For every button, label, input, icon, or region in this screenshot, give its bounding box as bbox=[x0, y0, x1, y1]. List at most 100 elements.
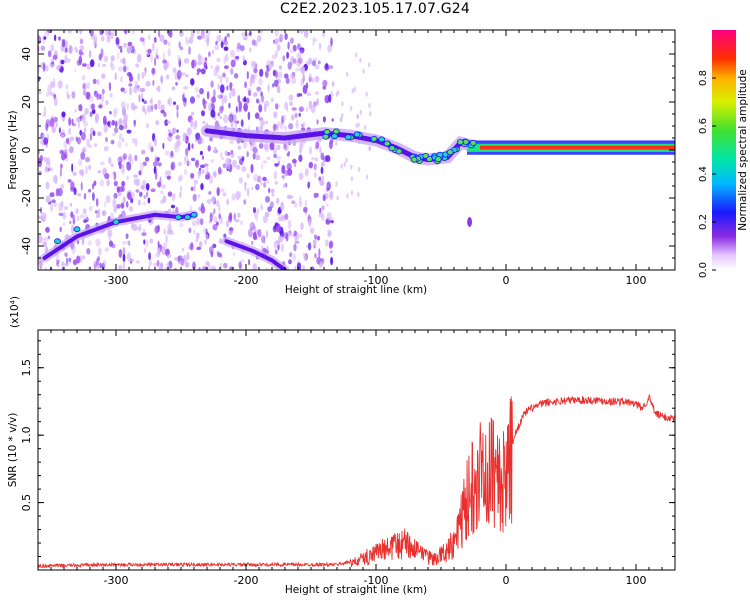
noise-blob bbox=[190, 78, 195, 86]
noise-blob bbox=[216, 57, 221, 63]
noise-blob bbox=[235, 55, 240, 60]
noise-blob bbox=[122, 137, 125, 143]
noise-blob bbox=[51, 61, 55, 65]
noise-blob bbox=[166, 170, 172, 176]
noise-blob bbox=[177, 175, 182, 182]
noise-blob bbox=[102, 259, 107, 267]
noise-blob bbox=[99, 93, 102, 100]
noise-blob bbox=[222, 72, 226, 78]
noise-blob bbox=[41, 241, 47, 245]
noise-blob bbox=[110, 139, 115, 145]
noise-blob bbox=[114, 72, 117, 81]
noise-blob bbox=[104, 173, 110, 180]
noise-blob bbox=[330, 90, 334, 97]
noise-blob bbox=[141, 183, 147, 192]
noise-blob bbox=[160, 190, 164, 195]
noise-blob bbox=[223, 262, 228, 269]
noise-blob bbox=[130, 197, 134, 204]
noise-blob bbox=[175, 82, 178, 86]
noise-blob bbox=[215, 40, 218, 46]
noise-blob bbox=[91, 183, 95, 190]
ridge-speckle bbox=[462, 138, 470, 145]
noise-blob bbox=[280, 201, 285, 211]
noise-blob bbox=[186, 252, 190, 261]
noise-blob bbox=[265, 230, 269, 238]
noise-blob bbox=[308, 57, 312, 65]
noise-blob bbox=[251, 60, 254, 69]
noise-blob bbox=[148, 141, 152, 150]
noise-blob bbox=[85, 91, 91, 100]
noise-blob bbox=[282, 55, 286, 62]
spectrogram-x-axis-label: Height of straight line (km) bbox=[285, 284, 427, 296]
x-tick-label: 100 bbox=[626, 574, 647, 587]
noise-blob bbox=[266, 156, 271, 160]
noise-blob bbox=[218, 238, 223, 244]
noise-blob bbox=[339, 116, 343, 122]
noise-blob bbox=[76, 215, 80, 222]
noise-blob bbox=[160, 104, 165, 111]
colorbar-tick-label: 0.4 bbox=[698, 166, 709, 182]
noise-blob bbox=[281, 164, 286, 174]
noise-blob bbox=[67, 30, 72, 34]
noise-blob bbox=[297, 57, 303, 64]
noise-blob bbox=[324, 95, 330, 104]
noise-blob bbox=[91, 103, 95, 110]
noise-blob bbox=[205, 233, 209, 241]
noise-blob bbox=[154, 36, 157, 44]
noise-blob bbox=[287, 41, 290, 50]
noise-blob bbox=[59, 226, 62, 233]
noise-blob bbox=[271, 193, 275, 197]
noise-blob bbox=[322, 79, 328, 87]
noise-blob bbox=[82, 255, 86, 260]
noise-blob bbox=[60, 163, 63, 169]
noise-blob bbox=[113, 180, 118, 187]
noise-blob bbox=[211, 95, 216, 104]
noise-blob bbox=[243, 102, 249, 112]
noise-blob bbox=[298, 172, 304, 180]
noise-blob bbox=[207, 145, 211, 152]
noise-blob bbox=[337, 89, 340, 95]
noise-blob bbox=[80, 151, 86, 160]
noise-blob bbox=[186, 127, 192, 136]
noise-blob bbox=[241, 166, 247, 172]
noise-blob bbox=[74, 109, 77, 113]
noise-blob bbox=[230, 121, 234, 128]
noise-blob bbox=[185, 36, 188, 42]
noise-blob bbox=[60, 133, 65, 139]
noise-blob bbox=[128, 153, 132, 161]
noise-blob bbox=[209, 213, 213, 223]
noise-blob bbox=[210, 80, 214, 88]
noise-blob bbox=[121, 180, 126, 187]
noise-blob bbox=[260, 245, 264, 251]
noise-blob bbox=[230, 149, 234, 156]
noise-blob bbox=[253, 67, 258, 74]
noise-blob bbox=[260, 180, 263, 186]
noise-blob bbox=[223, 46, 229, 51]
noise-blob bbox=[120, 75, 123, 83]
noise-blob bbox=[235, 164, 241, 170]
branch-speckle bbox=[190, 211, 198, 218]
x-tick-label: 0 bbox=[503, 574, 510, 587]
noise-blob bbox=[328, 65, 334, 69]
noise-blob bbox=[93, 180, 97, 186]
noise-blob bbox=[234, 119, 238, 129]
noise-blob bbox=[63, 206, 69, 211]
noise-blob bbox=[285, 232, 289, 242]
noise-blob bbox=[131, 137, 136, 144]
noise-blob bbox=[154, 225, 159, 234]
noise-blob bbox=[301, 123, 304, 128]
noise-blob bbox=[274, 222, 279, 227]
noise-blob bbox=[66, 90, 69, 98]
noise-blob bbox=[116, 186, 121, 193]
noise-blob bbox=[152, 42, 155, 52]
noise-blob bbox=[49, 203, 54, 212]
noise-blob bbox=[289, 252, 293, 258]
noise-blob bbox=[368, 146, 372, 152]
noise-blob bbox=[229, 92, 232, 99]
noise-blob bbox=[274, 249, 278, 255]
noise-blob bbox=[133, 174, 139, 179]
noise-blob bbox=[290, 56, 295, 65]
noise-blob bbox=[42, 62, 46, 72]
noise-blob bbox=[194, 119, 197, 127]
noise-blob bbox=[89, 111, 93, 118]
